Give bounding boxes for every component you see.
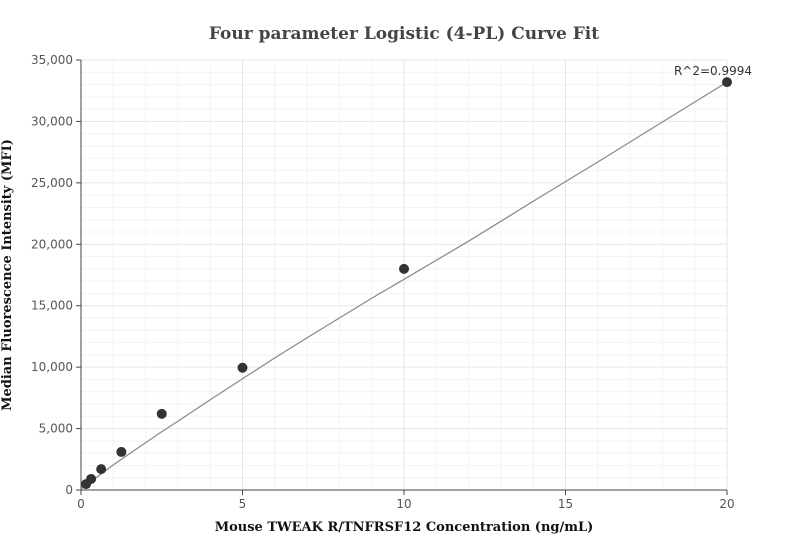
chart-title: Four parameter Logistic (4-PL) Curve Fit xyxy=(209,24,599,44)
y-tick-label: 30,000 xyxy=(31,114,73,128)
y-tick-label: 0 xyxy=(65,483,73,497)
y-tick-label: 5,000 xyxy=(39,422,73,436)
data-point xyxy=(96,464,107,475)
y-tick-label: 20,000 xyxy=(31,237,73,251)
y-tick-label: 25,000 xyxy=(31,176,73,190)
ticks: 0 5 10 15 20 0 5,000 10,000 15,000 20,000 25,000 30… xyxy=(31,53,735,511)
data-point xyxy=(86,473,97,484)
y-tick-label: 35,000 xyxy=(31,53,73,67)
x-tick-label: 0 xyxy=(77,497,85,511)
data-point xyxy=(399,263,409,274)
data-point xyxy=(237,362,248,373)
grid xyxy=(81,59,728,490)
x-tick-label: 20 xyxy=(719,497,734,511)
fit-curve xyxy=(80,81,728,490)
r-squared-annotation: R^2=0.9994 xyxy=(674,64,752,78)
data-point xyxy=(722,77,732,88)
data-point xyxy=(116,446,127,457)
data-point xyxy=(156,408,167,419)
y-axis-label: Median Fluorescence Intensity (MFI) xyxy=(0,139,15,411)
y-tick-label: 15,000 xyxy=(31,299,73,313)
x-tick-label: 5 xyxy=(239,497,247,511)
data-points xyxy=(81,77,732,490)
x-tick-label: 15 xyxy=(558,497,573,511)
x-tick-label: 10 xyxy=(396,497,411,511)
x-axis-label: Mouse TWEAK R/TNFRSF12 Concentration (ng… xyxy=(215,520,594,535)
y-tick-label: 10,000 xyxy=(31,360,73,374)
